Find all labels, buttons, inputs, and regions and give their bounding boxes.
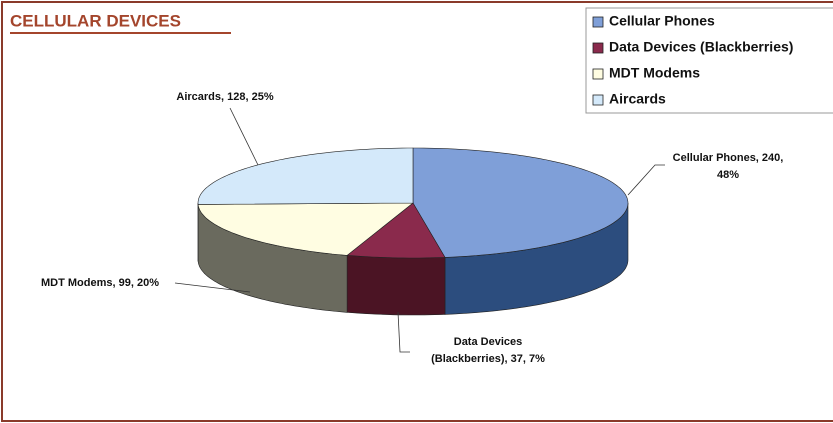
legend-label: Data Devices (Blackberries) xyxy=(609,39,793,55)
legend-swatch xyxy=(592,42,604,54)
legend-label: Cellular Phones xyxy=(609,13,715,29)
data-label: Data Devices xyxy=(454,336,523,348)
data-label: (Blackberries), 37, 7% xyxy=(431,353,545,365)
pie-side xyxy=(346,255,446,316)
data-label: 48% xyxy=(717,169,739,181)
pie-slice xyxy=(197,147,414,205)
legend-label: MDT Modems xyxy=(609,65,700,81)
pie-slice xyxy=(412,147,629,258)
leader-line xyxy=(174,282,251,293)
data-label: Cellular Phones, 240, xyxy=(673,152,784,164)
leader-line xyxy=(229,107,259,166)
pie-slice xyxy=(197,202,414,256)
legend-swatch xyxy=(592,16,604,28)
pie-slice xyxy=(346,202,446,259)
legend-box xyxy=(585,7,833,114)
legend-swatch xyxy=(592,94,604,106)
data-label: Aircards, 128, 25% xyxy=(176,91,273,103)
legend-swatch xyxy=(592,68,604,80)
chart-title: CELLULAR DEVICES xyxy=(10,11,181,30)
data-label: MDT Modems, 99, 20% xyxy=(41,277,159,289)
legend-label: Aircards xyxy=(609,91,666,107)
leader-line xyxy=(397,311,410,353)
leader-line xyxy=(627,164,665,196)
